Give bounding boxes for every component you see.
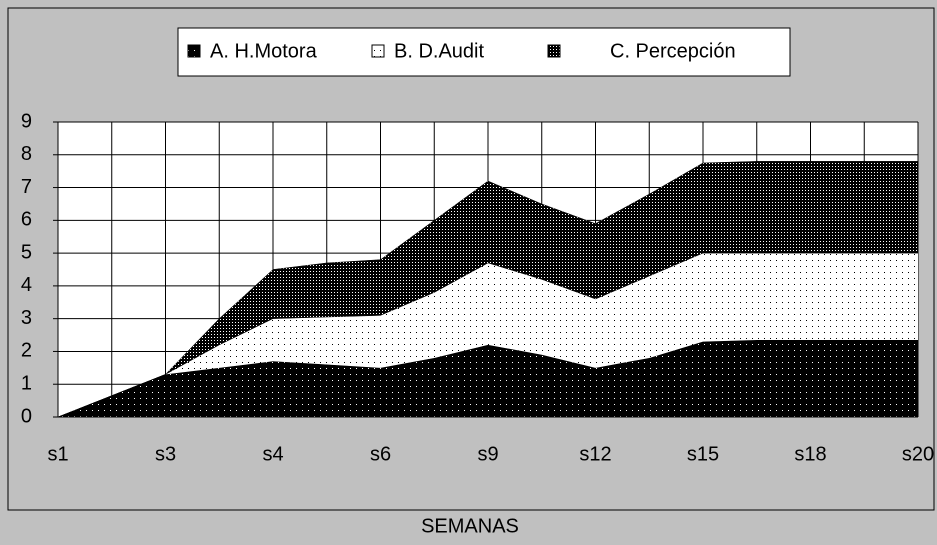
legend-label: A. H.Motora (210, 40, 318, 62)
y-tick-label: 1 (21, 373, 32, 395)
x-tick-label: s6 (370, 443, 391, 465)
y-tick-label: 6 (21, 209, 32, 231)
y-tick-label: 0 (21, 405, 32, 427)
x-tick-label: s18 (794, 443, 826, 465)
y-tick-label: 9 (21, 110, 32, 132)
area (58, 253, 918, 417)
y-tick-label: 8 (21, 143, 32, 165)
x-tick-label: s20 (902, 443, 934, 465)
y-tick-label: 2 (21, 340, 32, 362)
x-tick-label: s15 (687, 443, 719, 465)
legend-swatch (547, 44, 561, 58)
legend-swatch (371, 44, 385, 58)
y-tick-label: 3 (21, 307, 32, 329)
legend-label: C. Percepción (610, 40, 736, 62)
y-tick-label: 7 (21, 176, 32, 198)
legend-box (177, 27, 791, 77)
area (57, 161, 919, 418)
x-tick-label: s4 (262, 443, 283, 465)
legend-swatch (187, 44, 201, 58)
x-tick-label: s9 (477, 443, 498, 465)
y-tick-label: 4 (21, 274, 32, 296)
legend-label: B. D.Audit (394, 40, 484, 62)
x-axis-label: SEMANAS (421, 515, 519, 537)
x-tick-label: s12 (579, 443, 611, 465)
y-tick-label: 5 (21, 241, 32, 263)
x-tick-label: s1 (47, 443, 68, 465)
x-tick-label: s3 (155, 443, 176, 465)
